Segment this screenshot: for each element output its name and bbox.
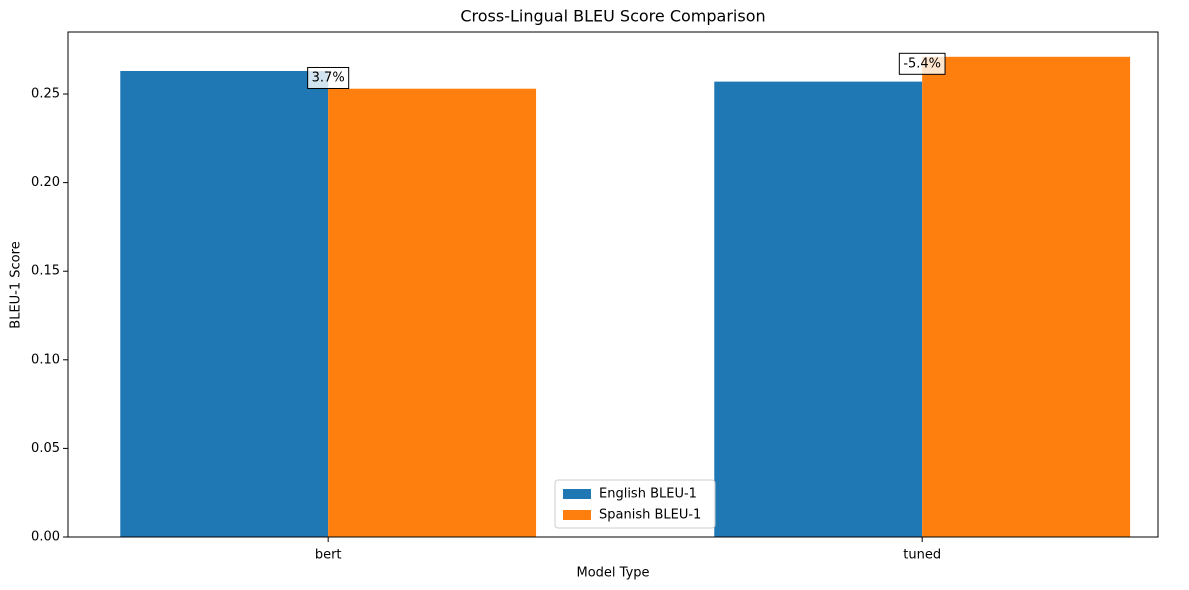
annotation-box bbox=[898, 52, 946, 75]
annotation: -5.4% bbox=[898, 52, 946, 75]
legend-label: Spanish BLEU-1 bbox=[599, 508, 701, 523]
bar bbox=[922, 56, 1131, 538]
y-tick-label: 0.25 bbox=[31, 87, 60, 102]
y-tick-label: 0.20 bbox=[31, 175, 60, 190]
legend-label: English BLEU-1 bbox=[599, 487, 697, 502]
x-axis-label: Model Type bbox=[576, 566, 649, 581]
annotation-box bbox=[307, 66, 350, 89]
bar bbox=[120, 70, 329, 537]
annotation-text: 3.7% bbox=[312, 70, 345, 85]
y-tick-label: 0.15 bbox=[31, 264, 60, 279]
y-tick-label: 0.10 bbox=[31, 352, 60, 367]
bar bbox=[714, 81, 923, 537]
annotation-text: -5.4% bbox=[903, 56, 941, 71]
chart-title: Cross-Lingual BLEU Score Comparison bbox=[460, 7, 765, 26]
y-axis-label: BLEU-1 Score bbox=[9, 241, 24, 328]
plot-frame bbox=[67, 31, 1159, 538]
annotation: 3.7% bbox=[307, 66, 350, 89]
x-tick-label: tuned bbox=[903, 548, 941, 563]
y-tick-label: 0.05 bbox=[31, 441, 60, 456]
bar bbox=[328, 88, 537, 537]
legend-box bbox=[554, 479, 716, 529]
legend-swatch bbox=[563, 510, 591, 520]
y-tick-label: 0.00 bbox=[31, 530, 60, 545]
x-tick-label: bert bbox=[315, 548, 342, 563]
legend-swatch bbox=[563, 489, 591, 499]
